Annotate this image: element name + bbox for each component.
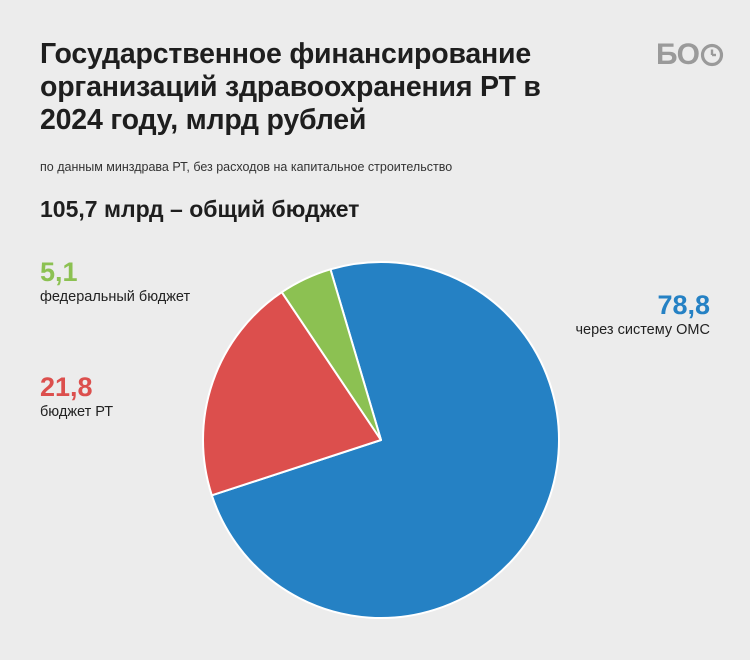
chart-title: Государственное финансирование организац…: [40, 38, 541, 136]
slice-name-federal: федеральный бюджет: [40, 289, 191, 305]
slice-name-rt: бюджет РТ: [40, 404, 114, 420]
slice-value-rt: 21,8: [40, 372, 93, 402]
slice-name-oms: через систему ОМС: [575, 322, 711, 338]
slice-value-oms: 78,8: [657, 290, 710, 320]
pie-slice-oms: [210, 261, 560, 619]
pie-slice-rt: [202, 291, 382, 497]
pie-slice-federal: [280, 268, 382, 441]
label-oms: 78,8 через систему ОМС: [562, 290, 711, 338]
slice-value-federal: 5,1: [40, 257, 78, 287]
total-budget: 105,7 млрд – общий бюджет: [40, 196, 360, 222]
logo: БО: [656, 38, 724, 72]
logo-text: БО: [656, 38, 700, 71]
clock-icon: [700, 43, 724, 67]
label-rt-budget: 21,8 бюджет РТ: [40, 372, 113, 420]
label-federal-budget: 5,1 федеральный бюджет: [40, 257, 190, 305]
source-note: по данным минздрава РТ, без расходов на …: [40, 160, 453, 174]
